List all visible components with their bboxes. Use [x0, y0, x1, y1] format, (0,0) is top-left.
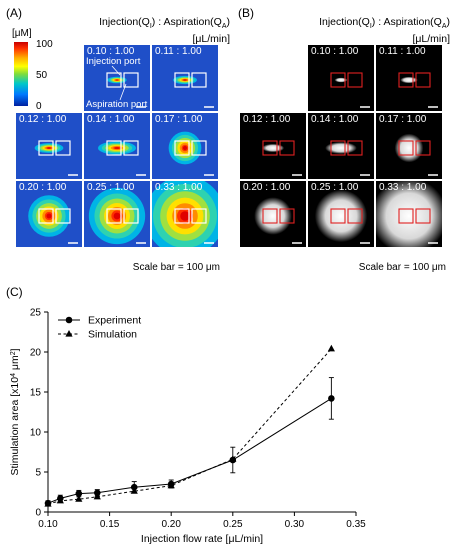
simulation-point [327, 344, 335, 352]
x-axis-label: Injection flow rate [μL/min] [141, 533, 263, 545]
experiment-point [75, 490, 83, 497]
flow-ratio-label: 0.12 : 1.00 [19, 114, 67, 125]
simulation-point [130, 487, 138, 494]
flow-ratio-label: 0.33 : 1.00 [379, 182, 427, 193]
simulation-point [75, 495, 83, 502]
colorbar-tick-mid: 50 [36, 70, 48, 81]
panel-a-annot-lines [111, 65, 127, 101]
simulation-point [44, 500, 52, 507]
concentration-map-tile: 0.11 : 1.00 [152, 45, 218, 111]
y-tick-label: 0 [35, 508, 41, 519]
simulation-point [93, 492, 101, 500]
y-axis-label: Stimulation area [x104 μm2] [9, 348, 21, 475]
flow-ratio-label: 0.11 : 1.00 [379, 46, 426, 57]
concentration-map-tile: 0.12 : 1.00 [16, 113, 82, 179]
flow-ratio-label: 0.17 : 1.00 [379, 114, 427, 125]
panel-b-label: (B) [238, 6, 254, 20]
x-tick-label: 0.30 [285, 519, 305, 530]
fluorescence-image-tile: 0.20 : 1.00 [240, 181, 306, 247]
fluorescence-image-tile: 0.33 : 1.00 [376, 181, 442, 247]
y-tick-label: 25 [30, 308, 42, 319]
concentration-map-tile: 0.17 : 1.00 [152, 113, 218, 179]
legend-label: Simulation [88, 329, 137, 341]
flow-ratio-label: 0.11 : 1.00 [155, 46, 202, 57]
legend-label: Experiment [88, 315, 141, 327]
x-tick-label: 0.35 [346, 519, 366, 530]
panel-a-header: Injection(QI) : Aspiration(QA) [μL/min] [99, 16, 230, 46]
annot-injection-port-a: Injection port [86, 56, 141, 67]
colorbar-tick-min: 0 [36, 101, 42, 112]
stimulation-area-chart: 0.10 0.15 0.20 0.25 0.30 0.35 0 5 10 15 20 25 Inject… [9, 308, 366, 546]
concentration-map-tile: 0.20 : 1.00 [16, 181, 82, 247]
y-tick-label: 5 [35, 468, 41, 479]
y-tick-label: 20 [30, 348, 42, 359]
experiment-point [93, 489, 101, 497]
simulation-point [167, 481, 175, 489]
panel-b-scale-text: Scale bar = 100 μm [358, 262, 446, 273]
colorbar-tick-max: 100 [36, 39, 53, 50]
fluorescence-image-tile: 0.17 : 1.00 [376, 113, 442, 179]
flow-ratio-label: 0.17 : 1.00 [155, 114, 203, 125]
flow-ratio-label: 0.12 : 1.00 [243, 114, 291, 125]
concentration-map-tile: 0.25 : 1.00 [84, 181, 150, 247]
x-tick-label: 0.25 [223, 519, 243, 530]
simulation-point [229, 455, 237, 462]
experiment-point [328, 395, 335, 402]
y-tick-label: 15 [30, 388, 42, 399]
annot-aspiration-port-b: Aspiration port [243, 94, 305, 105]
colorbar-unit: [μM] [12, 28, 32, 39]
concentration-map-tile: 0.10 : 1.00 [84, 45, 150, 111]
series-line-experiment [47, 397, 332, 504]
panel-b-annot-lines [0, 0, 462, 300]
simulation-point [56, 496, 64, 504]
flow-ratio-label: 0.14 : 1.00 [87, 114, 135, 125]
flow-ratio-label: 0.25 : 1.00 [311, 182, 359, 193]
fluorescence-image-tile: 0.11 : 1.00 [376, 45, 442, 111]
legend-marker [65, 330, 73, 337]
panel-a-label: (A) [6, 6, 22, 20]
series-line-simulation [47, 348, 332, 505]
flow-ratio-label: 0.20 : 1.00 [243, 182, 291, 193]
legend-marker [65, 316, 73, 324]
flow-ratio-label: 0.10 : 1.00 [311, 46, 359, 57]
flow-ratio-label: 0.33 : 1.00 [155, 182, 203, 193]
annot-injection-port-b: Injection port [243, 50, 298, 61]
x-tick-label: 0.10 [38, 519, 58, 530]
y-tick-label: 10 [30, 428, 42, 439]
fluorescence-image-tile: 0.12 : 1.00 [240, 113, 306, 179]
colorbar [14, 42, 28, 106]
fluorescence-image-tile: 0.10 : 1.00 [308, 45, 374, 111]
flow-ratio-label: 0.25 : 1.00 [87, 182, 135, 193]
fluorescence-image-tile: 0.25 : 1.00 [308, 181, 374, 247]
panel-a-scale-text: Scale bar = 100 μm [132, 262, 220, 273]
concentration-map-tile: 0.33 : 1.00 [152, 181, 218, 247]
panel-c-label: (C) [6, 285, 23, 299]
concentration-map-tile: 0.14 : 1.00 [84, 113, 150, 179]
flow-ratio-label: 0.10 : 1.00 [87, 46, 135, 57]
annot-aspiration-port-a: Aspiration port [86, 99, 148, 110]
panel-b-header: Injection(QI) : Aspiration(QA) [μL/min] [319, 16, 450, 46]
x-tick-label: 0.20 [161, 519, 181, 530]
fluorescence-image-tile: 0.14 : 1.00 [308, 113, 374, 179]
flow-ratio-label: 0.20 : 1.00 [19, 182, 67, 193]
flow-ratio-label: 0.14 : 1.00 [311, 114, 359, 125]
x-tick-label: 0.15 [100, 519, 120, 530]
